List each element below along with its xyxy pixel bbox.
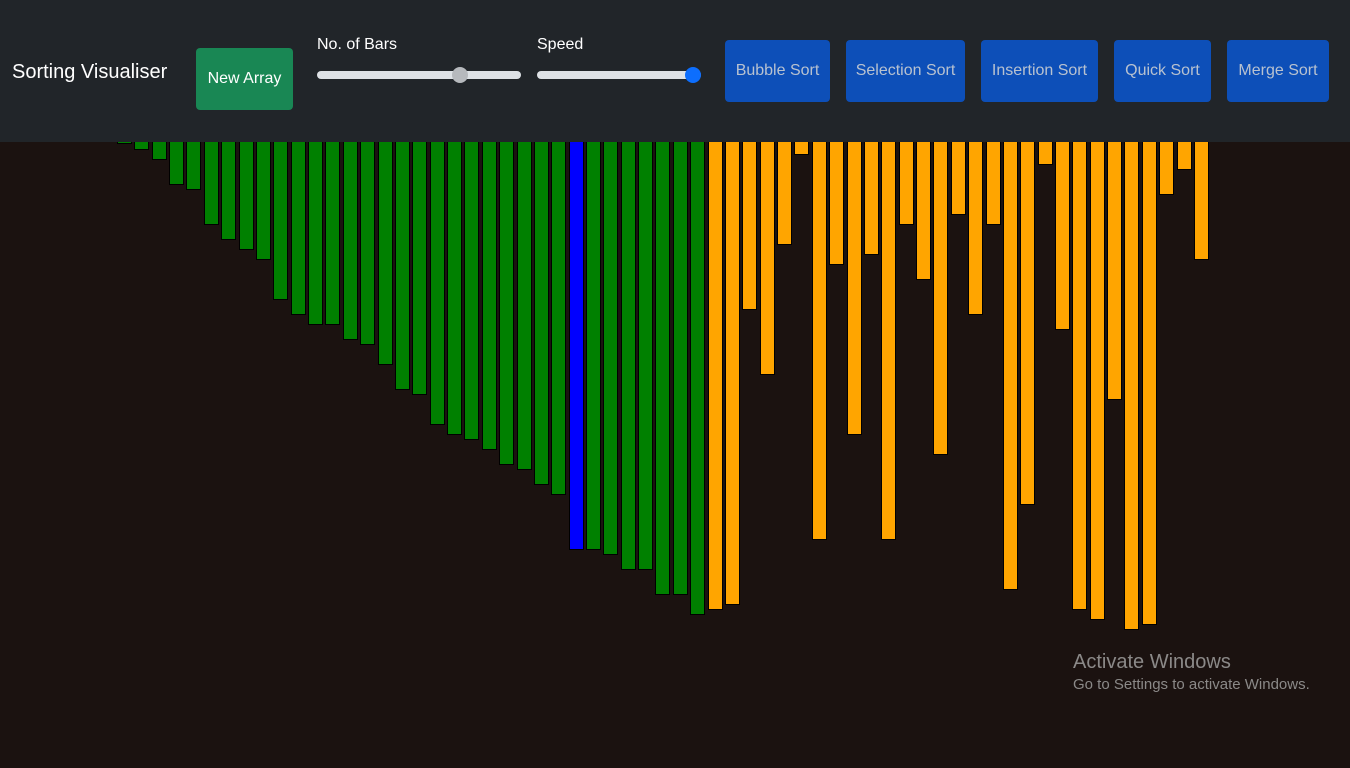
new-array-button[interactable]: New Array: [196, 48, 293, 110]
watermark-title: Activate Windows: [1073, 651, 1231, 673]
array-bar: [899, 142, 914, 225]
bars-slider-thumb[interactable]: [452, 67, 469, 83]
array-bar: [1107, 142, 1122, 400]
bars-label: No. of Bars: [317, 36, 398, 53]
array-bar: [395, 142, 410, 390]
array-bar: [430, 142, 445, 425]
array-bar: [152, 142, 167, 160]
array-bar: [134, 142, 149, 150]
array-bar: [1020, 142, 1035, 505]
array-bar: [812, 142, 827, 540]
speed-slider-track: [537, 71, 701, 79]
array-bar: [360, 142, 375, 345]
activation-watermark: Activate Windows Go to Settings to activ…: [1073, 650, 1310, 696]
array-bar: [239, 142, 254, 250]
speed-slider[interactable]: [537, 65, 701, 85]
array-bar: [829, 142, 844, 265]
array-bar: [725, 142, 740, 605]
array-bar: [881, 142, 896, 540]
array-bar: [968, 142, 983, 315]
array-bar: [1124, 142, 1139, 630]
insertion-sort-button[interactable]: Insertion Sort: [981, 40, 1098, 102]
array-bar: [777, 142, 792, 245]
merge-sort-button[interactable]: Merge Sort: [1227, 40, 1329, 102]
array-bar: [464, 142, 479, 440]
watermark-subtitle: Go to Settings to activate Windows.: [1073, 676, 1310, 693]
array-bar: [708, 142, 723, 610]
array-bar: [1055, 142, 1070, 330]
array-bar: [742, 142, 757, 310]
speed-label: Speed: [537, 36, 584, 53]
array-bar: [638, 142, 653, 570]
array-bar: [169, 142, 184, 185]
speed-slider-thumb[interactable]: [685, 67, 701, 83]
array-bar: [117, 142, 132, 144]
array-bar: [655, 142, 670, 595]
array-bar: [1177, 142, 1192, 170]
array-bar: [1072, 142, 1087, 610]
array-bar: [1159, 142, 1174, 195]
array-bar: [603, 142, 618, 555]
array-bar: [343, 142, 358, 340]
app-title: Sorting Visualiser: [12, 61, 168, 83]
array-bar: [847, 142, 862, 435]
array-bar: [204, 142, 219, 225]
selection-sort-button[interactable]: Selection Sort: [846, 40, 965, 102]
array-bar: [551, 142, 566, 495]
array-bar: [986, 142, 1001, 225]
array-bar: [534, 142, 549, 485]
array-bar: [499, 142, 514, 465]
bars-slider-track: [317, 71, 521, 79]
navbar: Sorting Visualiser New Array No. of Bars…: [0, 0, 1350, 142]
array-bar: [291, 142, 306, 315]
array-bar: [325, 142, 340, 325]
array-bar: [447, 142, 462, 435]
array-bar: [951, 142, 966, 215]
array-bar: [1142, 142, 1157, 625]
array-bar: [864, 142, 879, 255]
array-bar: [517, 142, 532, 470]
array-bar: [1038, 142, 1053, 165]
array-bar: [1194, 142, 1209, 260]
array-bar: [916, 142, 931, 280]
array-bar: [690, 142, 705, 615]
bars-slider[interactable]: [317, 65, 521, 85]
array-bar: [221, 142, 236, 240]
array-bar: [586, 142, 601, 550]
array-bar: [1003, 142, 1018, 590]
array-bar: [569, 142, 584, 550]
array-bar: [186, 142, 201, 190]
array-bar: [308, 142, 323, 325]
quick-sort-button[interactable]: Quick Sort: [1114, 40, 1211, 102]
array-bar: [412, 142, 427, 395]
array-bar: [1090, 142, 1105, 620]
array-bar: [482, 142, 497, 450]
array-bar: [256, 142, 271, 260]
array-bar: [673, 142, 688, 595]
array-bar: [621, 142, 636, 570]
bubble-sort-button[interactable]: Bubble Sort: [725, 40, 830, 102]
bars-container: [0, 142, 1350, 768]
array-bar: [378, 142, 393, 365]
array-bar: [760, 142, 775, 375]
array-bar: [933, 142, 948, 455]
array-bar: [794, 142, 809, 155]
array-bar: [273, 142, 288, 300]
